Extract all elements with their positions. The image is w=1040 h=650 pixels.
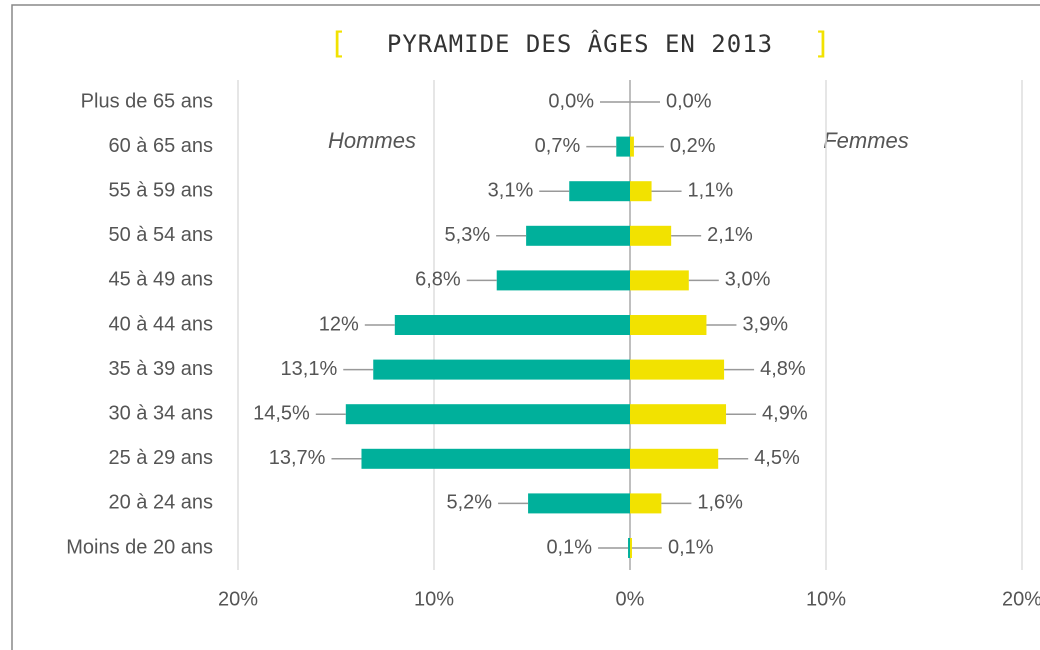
bar <box>394 315 630 335</box>
y-tick-label: 35 à 39 ans <box>108 358 213 380</box>
bar <box>630 315 707 335</box>
bar <box>628 538 630 558</box>
value-label: 0,0% <box>666 90 712 112</box>
bar <box>630 493 662 514</box>
value-label: 0,7% <box>535 135 581 157</box>
bar <box>630 136 634 157</box>
y-tick-label: 45 à 49 ans <box>108 269 213 291</box>
value-label: 4,9% <box>762 402 808 424</box>
value-label: 13,1% <box>281 358 338 380</box>
value-label: 4,5% <box>754 447 800 469</box>
x-tick-label: 20% <box>1002 588 1040 610</box>
value-label: 0,2% <box>670 135 716 157</box>
bar <box>630 448 719 469</box>
value-label: 1,6% <box>697 492 743 514</box>
chart-title: PYRAMIDE DES ÂGES EN 2013 <box>387 29 773 58</box>
bar <box>569 181 630 202</box>
value-label: 0,1% <box>668 536 714 558</box>
title-bracket: ] <box>813 27 831 62</box>
bar <box>630 181 652 202</box>
y-tick-label: 60 à 65 ans <box>108 135 213 157</box>
bar <box>373 359 630 380</box>
bar <box>496 270 630 291</box>
value-label: 0,0% <box>548 90 594 112</box>
value-label: 12% <box>319 313 359 335</box>
series-label: Hommes <box>328 128 416 153</box>
value-label: 3,1% <box>488 179 534 201</box>
x-tick-label: 10% <box>414 588 454 610</box>
bar <box>630 270 689 291</box>
value-label: 4,8% <box>760 358 806 380</box>
y-tick-label: 25 à 29 ans <box>108 447 213 469</box>
y-tick-label: 30 à 34 ans <box>108 402 213 424</box>
value-label: 14,5% <box>253 402 310 424</box>
title-bracket: [ <box>329 27 347 62</box>
value-label: 3,9% <box>742 313 788 335</box>
bar <box>616 136 630 157</box>
value-label: 5,3% <box>445 224 491 246</box>
x-tick-label: 0% <box>616 588 645 610</box>
bar <box>630 404 727 425</box>
bar <box>630 225 672 246</box>
value-label: 5,2% <box>446 492 492 514</box>
value-label: 0,1% <box>546 536 592 558</box>
value-label: 6,8% <box>415 269 461 291</box>
value-label: 3,0% <box>725 269 771 291</box>
y-tick-label: 20 à 24 ans <box>108 492 213 514</box>
series-label: Femmes <box>823 128 909 153</box>
bar <box>528 493 630 514</box>
x-tick-label: 10% <box>806 588 846 610</box>
y-tick-label: 40 à 44 ans <box>108 313 213 335</box>
y-tick-label: Plus de 65 ans <box>81 90 213 112</box>
bar <box>526 225 630 246</box>
bar <box>361 448 630 469</box>
frame <box>11 4 1040 650</box>
x-tick-label: 20% <box>218 588 258 610</box>
bar <box>630 538 632 558</box>
value-label: 13,7% <box>269 447 326 469</box>
bar <box>630 359 725 380</box>
y-tick-label: 55 à 59 ans <box>108 179 213 201</box>
bar <box>345 404 630 425</box>
y-tick-label: Moins de 20 ans <box>66 536 213 558</box>
y-tick-label: 50 à 54 ans <box>108 224 213 246</box>
value-label: 1,1% <box>688 179 734 201</box>
value-label: 2,1% <box>707 224 753 246</box>
